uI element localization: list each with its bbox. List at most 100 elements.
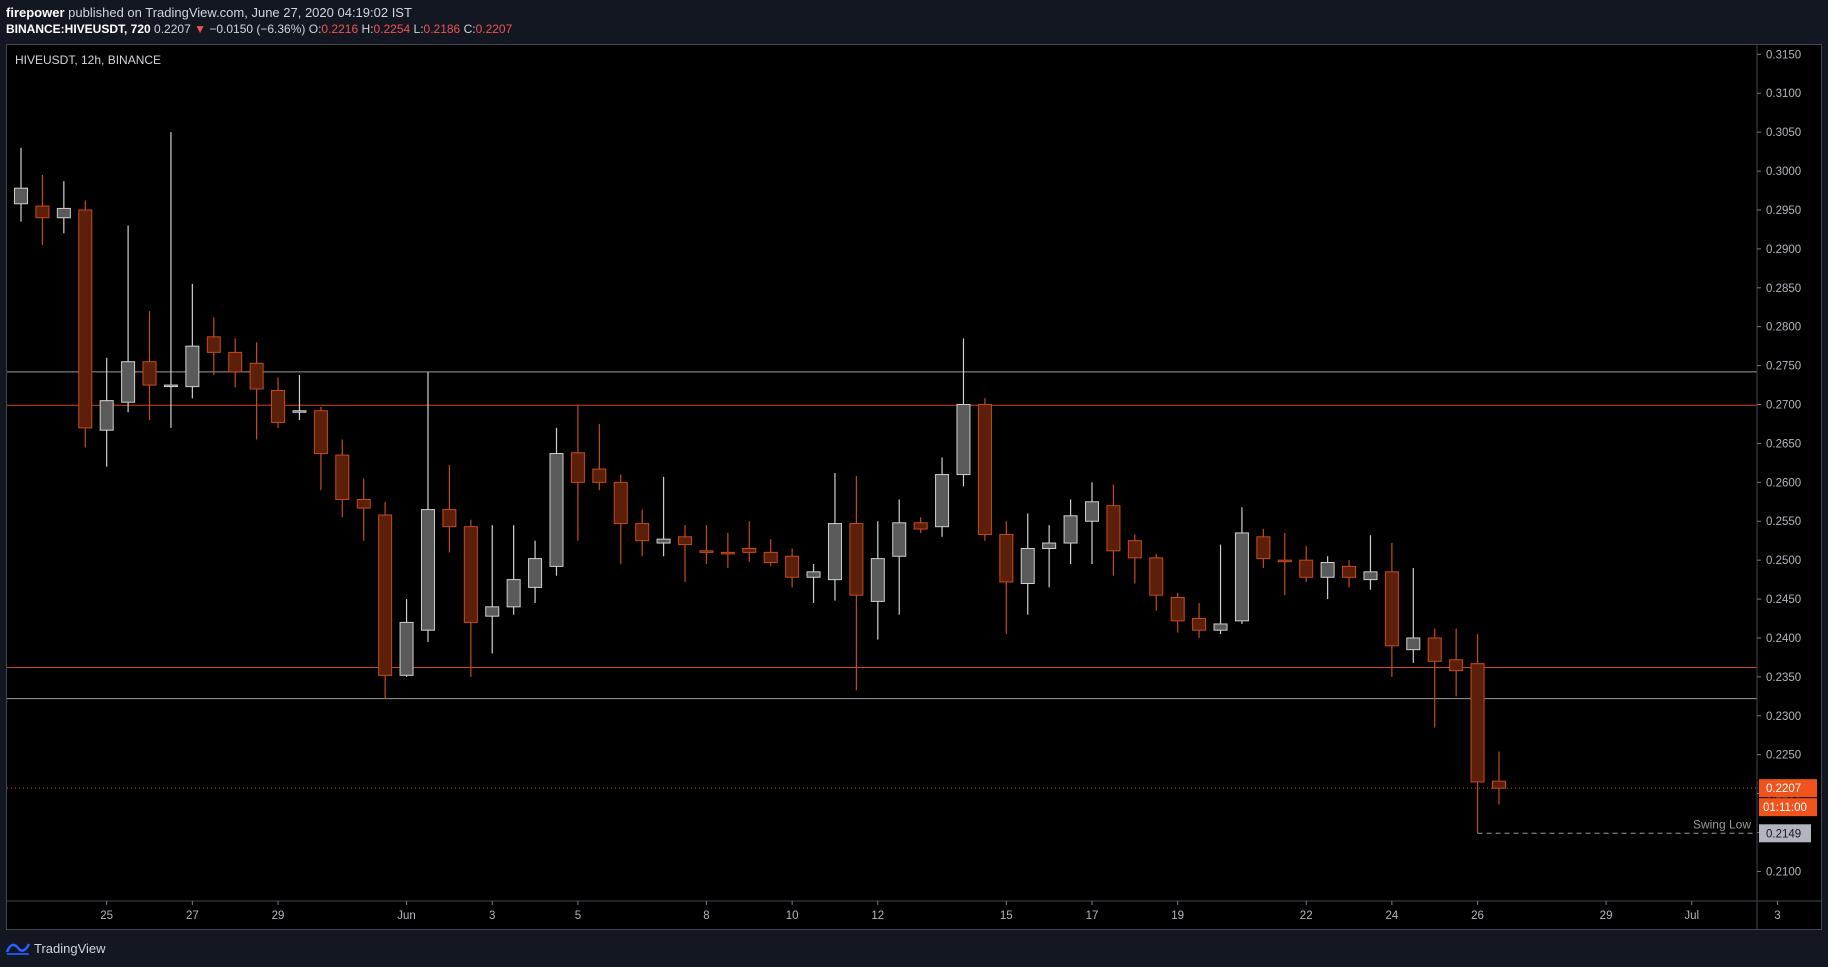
candle-bear[interactable] [849, 476, 864, 691]
last-price: 0.2207 [154, 22, 191, 36]
candle-body [442, 509, 457, 528]
candle-bear[interactable] [635, 509, 650, 557]
candle-bear[interactable] [913, 517, 928, 533]
candle-bear[interactable] [1449, 628, 1464, 697]
candle-bull[interactable] [121, 225, 136, 413]
candle-bull[interactable] [485, 525, 500, 654]
candle-bear[interactable] [356, 478, 371, 541]
candle-bull[interactable] [399, 599, 414, 677]
candle-bear[interactable] [463, 519, 478, 677]
candle-bear[interactable] [1470, 634, 1485, 834]
candle-body [613, 481, 628, 525]
candle-bull[interactable] [656, 476, 671, 557]
candle-bear[interactable] [977, 398, 992, 541]
candle-bull[interactable] [1363, 535, 1378, 590]
candle-body [14, 187, 28, 205]
candle-bull[interactable] [1406, 567, 1421, 663]
open-label: O: [308, 22, 322, 36]
candle-bear[interactable] [1427, 628, 1442, 728]
candle-bear[interactable] [1192, 602, 1207, 638]
candle-bear[interactable] [742, 521, 757, 562]
candle-bull[interactable] [870, 521, 885, 640]
x-tick-label: Jul [1684, 910, 1699, 922]
candle-bull[interactable] [1042, 525, 1057, 588]
candle-bull[interactable] [528, 540, 543, 603]
candle-bear[interactable] [142, 311, 157, 421]
candle-bear[interactable] [1342, 560, 1357, 588]
candle-bear[interactable] [228, 338, 243, 388]
candle-bull[interactable] [1085, 482, 1099, 565]
candle-bear[interactable] [378, 501, 393, 699]
time-axis: 25 27 29 Jun 3 5 8 10 12 15 17 19 22 24 26 29 Jul 3 [100, 901, 1781, 922]
author-name[interactable]: firepower [6, 5, 65, 20]
candle-bull[interactable] [1020, 513, 1035, 615]
chart-frame[interactable]: Swing Low 0.3150 0.3100 0.3050 0.3000 0.2950… [6, 44, 1822, 930]
candle-bear[interactable] [313, 406, 328, 491]
candle-bull[interactable] [827, 473, 842, 601]
y-tick-label: 0.2600 [1766, 477, 1801, 489]
candle-bear[interactable] [763, 539, 778, 567]
candle-bull[interactable] [506, 525, 521, 615]
symbol-info[interactable]: BINANCE:HIVEUSDT, 720 [6, 22, 151, 36]
candle-bear[interactable] [999, 521, 1014, 635]
open-value: 0.2216 [321, 22, 359, 36]
candle-bull[interactable] [420, 371, 435, 642]
candle-bull[interactable] [806, 564, 821, 603]
candle-bull[interactable] [292, 374, 307, 421]
candle-bear[interactable] [206, 317, 221, 375]
candle-body [570, 452, 585, 483]
candle-bear[interactable] [35, 174, 50, 245]
candle-bear[interactable] [1299, 546, 1314, 582]
x-tick-label: 8 [703, 910, 709, 922]
candle-bull[interactable] [99, 357, 114, 467]
candle-bear[interactable] [1127, 534, 1142, 584]
candle-bull[interactable] [1063, 499, 1078, 565]
candle-bull[interactable] [549, 427, 564, 576]
candle-body [656, 538, 671, 544]
x-tick-label: Jun [397, 910, 416, 922]
candle-bear[interactable] [678, 525, 693, 582]
candle-body [399, 621, 414, 676]
candle-bear[interactable] [1491, 751, 1506, 805]
tradingview-logo-icon[interactable] [6, 940, 30, 956]
candle-body [1406, 637, 1421, 651]
candle-bull[interactable] [163, 132, 178, 428]
candle-bear[interactable] [570, 404, 585, 541]
candle-body [999, 533, 1014, 583]
candle-bear[interactable] [785, 548, 800, 588]
candle-bear[interactable] [442, 465, 457, 553]
candle-bear[interactable] [271, 377, 286, 428]
candle-bear[interactable] [335, 439, 350, 518]
candle-bull[interactable] [935, 457, 950, 537]
candlestick-chart[interactable]: Swing Low 0.3150 0.3100 0.3050 0.3000 0.2950… [7, 45, 1821, 929]
candle-body [806, 571, 821, 578]
candle-bear[interactable] [699, 525, 714, 565]
candle-bear[interactable] [1277, 532, 1292, 596]
swing-low-badge [1759, 824, 1811, 843]
candle-bear[interactable] [1256, 529, 1271, 568]
candle-body [142, 361, 157, 386]
candle-bear[interactable] [1149, 553, 1164, 611]
candle-bull[interactable] [956, 338, 971, 487]
candle-bear[interactable] [249, 342, 264, 440]
x-tick-label: 29 [272, 910, 285, 922]
candle-bear[interactable] [592, 423, 607, 491]
candle-bull[interactable] [56, 181, 71, 234]
candle-bull[interactable] [1320, 556, 1335, 600]
candle-body [849, 523, 864, 596]
candle-bull[interactable] [1234, 507, 1249, 624]
candle-bull[interactable] [892, 499, 907, 615]
candle-bear[interactable] [720, 532, 735, 568]
candle-bull[interactable] [1213, 544, 1228, 635]
candle-bear[interactable] [613, 474, 628, 565]
candle-bull[interactable] [185, 283, 200, 399]
candle-bear[interactable] [1170, 592, 1185, 633]
candle-bear[interactable] [1106, 484, 1121, 576]
candle-body [1085, 501, 1099, 522]
candle-body [549, 453, 564, 567]
candle-bear[interactable] [1384, 543, 1399, 677]
candle-bear[interactable] [78, 200, 93, 448]
candle-bull[interactable] [14, 147, 28, 222]
footer-brand[interactable]: TradingView [34, 941, 106, 956]
countdown-badge [1759, 798, 1817, 817]
